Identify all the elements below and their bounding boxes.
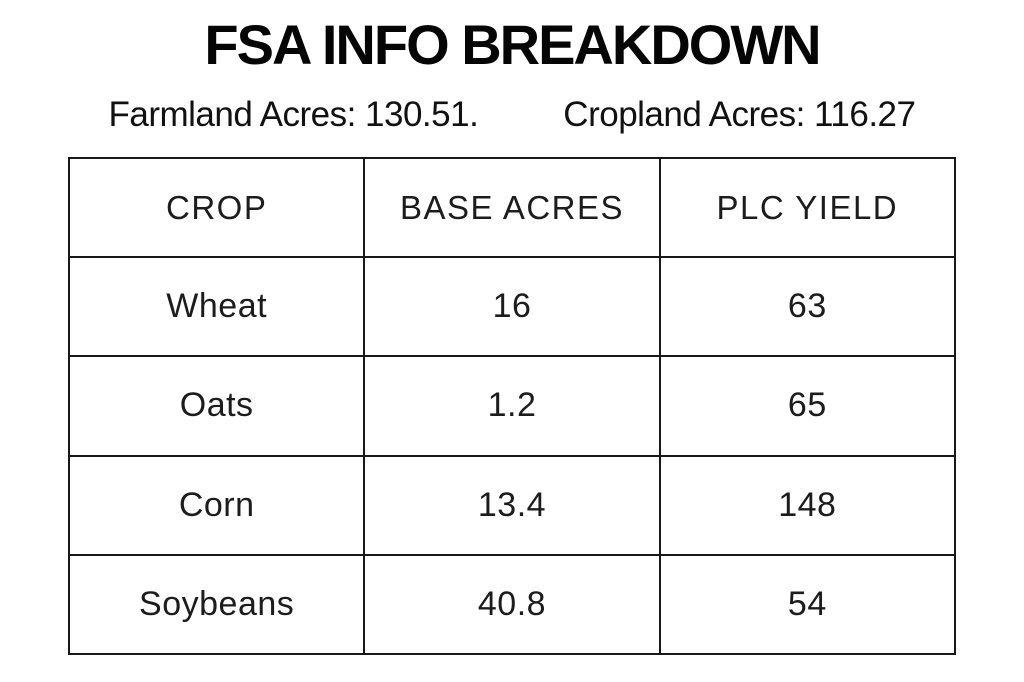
header-row: CROP BASE ACRES PLC YIELD	[67, 157, 957, 258]
cell-plc-yield: 63	[658, 255, 957, 358]
fsa-table-body: Wheat 16 63 Oats 1.2 65 Corn 13.4 148 So…	[67, 255, 957, 656]
cell-crop: Corn	[67, 454, 366, 556]
column-header-base-acres: BASE ACRES	[363, 157, 661, 258]
cell-base-acres: 13.4	[363, 454, 661, 556]
acres-summary-line: Farmland Acres: 130.51. Cropland Acres: …	[0, 95, 1024, 135]
fsa-table: CROP BASE ACRES PLC YIELD Wheat 16 63 Oa…	[67, 157, 957, 656]
table-row-oats: Oats 1.2 65	[67, 355, 957, 457]
cell-crop: Wheat	[67, 255, 366, 358]
cell-plc-yield: 54	[658, 553, 957, 656]
cell-base-acres: 40.8	[363, 553, 661, 656]
fsa-table-header: CROP BASE ACRES PLC YIELD	[67, 157, 957, 258]
cell-base-acres: 16	[363, 255, 661, 358]
cell-crop: Soybeans	[67, 553, 366, 656]
cell-base-acres: 1.2	[363, 355, 661, 457]
cell-plc-yield: 65	[658, 355, 957, 457]
cropland-acres-text: Cropland Acres: 116.27	[563, 95, 916, 134]
table-row-soybeans: Soybeans 40.8 54	[67, 553, 957, 656]
fsa-infographic: FSA INFO BREAKDOWN Farmland Acres: 130.5…	[0, 12, 1024, 682]
column-header-crop: CROP	[67, 157, 366, 258]
farmland-acres-text: Farmland Acres: 130.51.	[108, 95, 479, 134]
table-row-corn: Corn 13.4 148	[67, 454, 957, 556]
column-header-plc-yield: PLC YIELD	[658, 157, 957, 258]
table-row-wheat: Wheat 16 63	[67, 255, 957, 358]
cell-crop: Oats	[67, 355, 366, 457]
page-title: FSA INFO BREAKDOWN	[204, 13, 821, 76]
cell-plc-yield: 148	[658, 454, 957, 556]
